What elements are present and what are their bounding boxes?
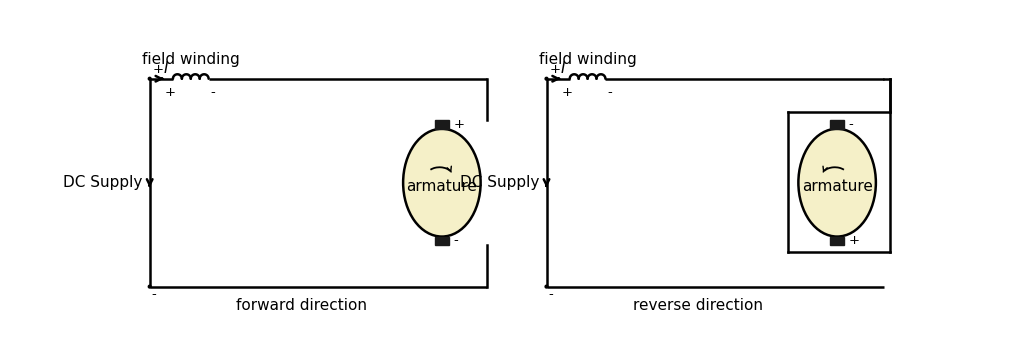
- Text: DC Supply: DC Supply: [460, 175, 540, 190]
- Text: +: +: [562, 86, 572, 100]
- Text: forward direction: forward direction: [236, 298, 367, 313]
- Ellipse shape: [403, 129, 480, 237]
- Text: +: +: [849, 235, 859, 247]
- Text: -: -: [548, 288, 553, 301]
- Text: field winding: field winding: [539, 52, 637, 68]
- Text: -: -: [849, 118, 853, 131]
- Ellipse shape: [799, 129, 876, 237]
- Bar: [830, 120, 844, 129]
- Text: +: +: [454, 118, 464, 131]
- Text: field winding: field winding: [142, 52, 240, 68]
- Text: +: +: [165, 86, 176, 100]
- Text: DC Supply: DC Supply: [63, 175, 142, 190]
- Bar: [435, 120, 449, 129]
- Circle shape: [148, 285, 152, 288]
- Text: armature: armature: [802, 179, 872, 194]
- Text: reverse direction: reverse direction: [633, 298, 763, 313]
- Text: armature: armature: [407, 179, 477, 194]
- Text: -: -: [454, 235, 458, 247]
- Bar: [435, 237, 449, 245]
- Text: -: -: [607, 86, 611, 100]
- Text: +: +: [153, 63, 164, 77]
- Text: -: -: [152, 288, 156, 301]
- Text: -: -: [210, 86, 215, 100]
- Circle shape: [148, 77, 152, 80]
- Circle shape: [545, 285, 548, 288]
- Circle shape: [545, 77, 548, 80]
- Text: I: I: [560, 61, 565, 76]
- Bar: [830, 237, 844, 245]
- Text: +: +: [550, 63, 560, 77]
- Text: I: I: [164, 61, 168, 76]
